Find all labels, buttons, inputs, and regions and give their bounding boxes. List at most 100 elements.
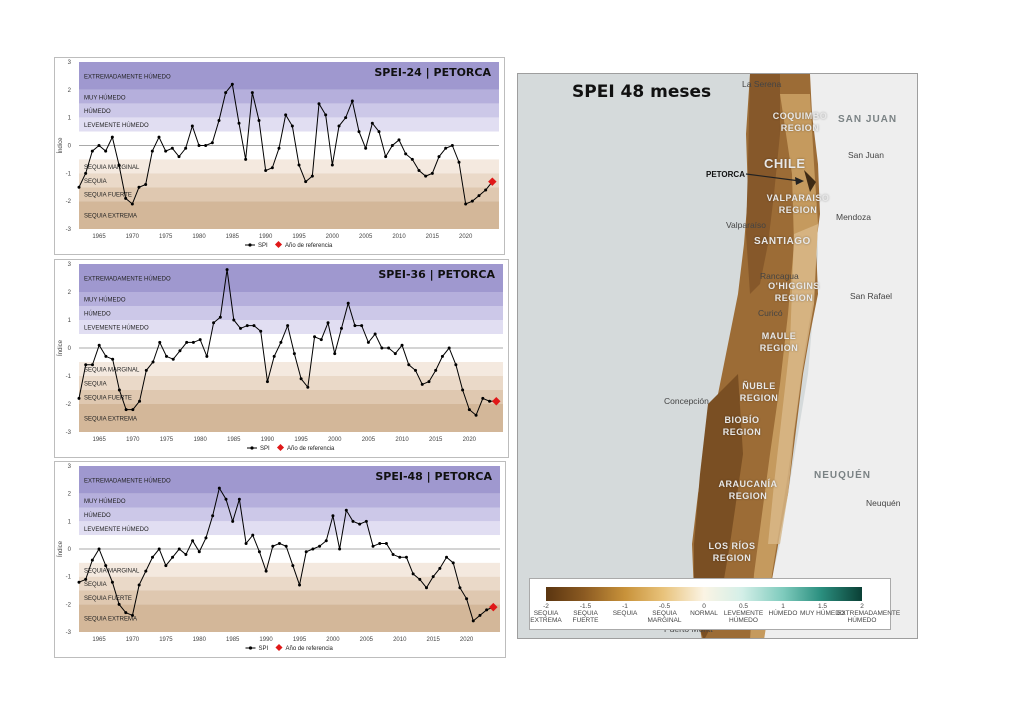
band-label: SEQUIA xyxy=(84,582,107,588)
spi-point xyxy=(124,611,128,615)
spi-point xyxy=(344,116,348,120)
band-label: EXTREMADAMENTE HÚMEDO xyxy=(84,276,171,283)
spi-point xyxy=(400,343,404,347)
spi-point xyxy=(417,169,421,173)
y-tick-label: 3 xyxy=(68,464,72,470)
map-shapes xyxy=(692,74,917,638)
band-label: LEVEMENTE HÚMEDO xyxy=(84,122,149,129)
city-mendoza: Mendoza xyxy=(836,212,871,222)
spei24-chart-panel: EXTREMADAMENTE HÚMEDO MUY HÚMEDO HÚMEDO LEV… xyxy=(54,57,505,255)
spi-point xyxy=(438,566,442,570)
spi-point xyxy=(197,144,201,147)
spi-point xyxy=(184,146,188,150)
spi-point xyxy=(191,539,195,543)
x-tick-label: 1965 xyxy=(92,637,106,643)
spi-point xyxy=(164,149,168,153)
spi-point xyxy=(319,338,323,342)
spi-point xyxy=(393,352,397,356)
spi-point xyxy=(292,352,296,356)
spi-point xyxy=(151,360,155,364)
legend-tick: 0 NORMAL xyxy=(690,603,718,617)
spi-point xyxy=(244,157,248,161)
spi-point xyxy=(204,536,208,540)
spi-point xyxy=(257,550,261,554)
spi-point xyxy=(117,602,121,606)
spi-point xyxy=(104,354,108,358)
band-label: MUY HÚMEDO xyxy=(84,498,126,505)
spi-point xyxy=(225,268,229,272)
spi-point xyxy=(259,329,263,333)
spi-point xyxy=(144,182,148,186)
legend-tick: -2 SEQUIA EXTREMA xyxy=(530,603,562,624)
spi-point xyxy=(297,163,301,167)
x-tick-label: 1985 xyxy=(226,637,240,643)
spi-point xyxy=(239,326,243,330)
x-tick-label: 1995 xyxy=(294,437,308,443)
spi-point xyxy=(467,408,471,412)
spi-point xyxy=(330,163,334,167)
y-tick-label: 0 xyxy=(68,346,72,352)
y-axis-label: Índice xyxy=(57,137,64,154)
x-tick-label: 1970 xyxy=(126,437,140,443)
spi-point xyxy=(418,577,422,581)
spi-point xyxy=(451,561,455,565)
spi-point xyxy=(144,569,148,573)
spi-point xyxy=(184,553,188,557)
band xyxy=(79,362,503,376)
spi-point xyxy=(298,583,302,587)
spi-point xyxy=(344,508,348,512)
x-tick-label: 1980 xyxy=(193,637,207,643)
spi-point xyxy=(217,118,221,122)
band-label: SEQUIA xyxy=(84,382,107,388)
y-tick-label: -3 xyxy=(66,227,72,233)
y-tick-label: 3 xyxy=(68,60,72,66)
spi-point xyxy=(190,124,194,128)
y-tick-label: -3 xyxy=(66,630,72,636)
spi-point xyxy=(457,160,461,164)
y-tick-label: 1 xyxy=(68,116,72,122)
spi-point xyxy=(304,550,308,554)
spi-point xyxy=(131,408,135,412)
spi-point xyxy=(138,399,142,403)
spi-point xyxy=(191,340,195,344)
spi-point xyxy=(437,155,441,159)
spi-point xyxy=(124,196,128,200)
spi-point xyxy=(279,340,283,344)
spei48-map-panel: SPEI 48 meses La Serena SAN JUAN San Jua… xyxy=(517,73,918,639)
city-san-rafael: San Rafael xyxy=(850,291,893,301)
spi-point xyxy=(144,368,148,372)
legend-tick: -1.5 SEQUIA FUERTE xyxy=(572,603,599,624)
band xyxy=(79,562,500,577)
band xyxy=(79,376,503,390)
city-neuquen: Neuquén xyxy=(866,498,901,508)
legend-ref-marker xyxy=(276,443,285,452)
spi-point xyxy=(373,332,377,336)
x-tick-label: 1985 xyxy=(226,234,240,240)
spei48-chart-panel: EXTREMADAMENTE HÚMEDO MUY HÚMEDO HÚMEDO LEV… xyxy=(54,461,506,658)
spi-point xyxy=(471,619,475,623)
spi-point xyxy=(265,380,269,384)
region-ohiggins: O'HIGGINS REGION xyxy=(768,281,820,303)
spi-point xyxy=(217,486,221,490)
spi-point xyxy=(212,321,216,325)
spi-point xyxy=(424,586,428,590)
spi-point xyxy=(299,377,303,381)
legend-tick: 2 EXTREMADAMENTE HÚMEDO xyxy=(837,603,901,624)
spi-point xyxy=(237,121,241,125)
x-tick-label: 2000 xyxy=(326,234,340,240)
spi-point xyxy=(272,354,276,358)
spi-point xyxy=(251,533,255,537)
spi-point xyxy=(398,555,402,559)
spi-point xyxy=(104,149,108,153)
spi-point xyxy=(317,102,321,106)
region-valparaiso: VALPARAISO REGION xyxy=(766,193,830,215)
spi-point xyxy=(210,141,214,145)
spi-point xyxy=(377,130,381,134)
band xyxy=(79,201,499,229)
spei24-chart: EXTREMADAMENTE HÚMEDO MUY HÚMEDO HÚMEDO LEV… xyxy=(57,60,499,249)
spei48-chart: EXTREMADAMENTE HÚMEDO MUY HÚMEDO HÚMEDO LEV… xyxy=(57,464,500,652)
spei36-chart: EXTREMADAMENTE HÚMEDO MUY HÚMEDO HÚMEDO LEV… xyxy=(57,262,503,452)
legend-spi-marker xyxy=(248,243,252,247)
x-tick-label: 2005 xyxy=(360,637,374,643)
x-tick-label: 2015 xyxy=(429,437,443,443)
